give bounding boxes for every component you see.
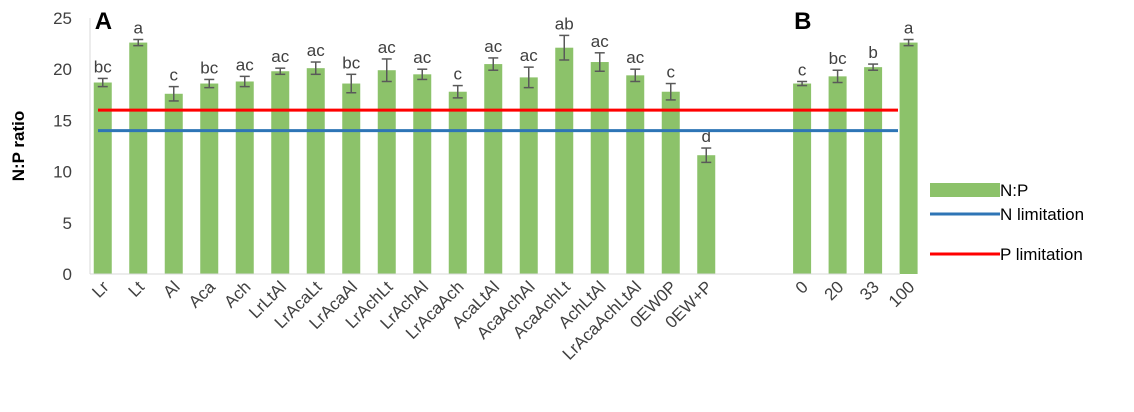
- significance-letter: bc: [342, 53, 360, 72]
- legend-swatch: [930, 183, 1000, 197]
- error-bar: [488, 57, 499, 71]
- legend-item: N:P: [930, 181, 1028, 200]
- error-bar: [275, 67, 286, 76]
- bar: [590, 62, 609, 275]
- bar: [200, 83, 219, 274]
- category-label: 0: [792, 277, 812, 297]
- significance-letter: a: [134, 19, 144, 38]
- bar: [271, 71, 290, 274]
- significance-letter: bc: [94, 57, 112, 76]
- significance-letter: ac: [307, 41, 325, 60]
- error-bar: [630, 68, 641, 83]
- bar: [793, 83, 812, 274]
- y-axis-label: N:P ratio: [9, 111, 28, 182]
- error-bar: [797, 80, 808, 87]
- significance-letter: ac: [378, 38, 396, 57]
- error-bar: [832, 69, 843, 84]
- y-tick-label: 15: [53, 111, 72, 130]
- error-bar: [452, 84, 463, 99]
- error-bar: [168, 85, 179, 102]
- bar: [864, 67, 883, 274]
- category-label: Lr: [88, 277, 112, 301]
- significance-letter: bc: [829, 49, 847, 68]
- significance-letter: ac: [413, 48, 431, 67]
- significance-letter: bc: [200, 58, 218, 77]
- bar: [377, 70, 396, 274]
- significance-letter: ac: [484, 37, 502, 56]
- bar: [129, 42, 148, 274]
- y-tick-label: 0: [63, 265, 72, 284]
- error-bar: [701, 147, 712, 164]
- error-bar: [868, 63, 879, 71]
- error-bar: [381, 58, 392, 83]
- significance-letter: c: [667, 63, 676, 82]
- error-bar: [204, 78, 215, 89]
- bar: [484, 64, 503, 274]
- bar: [828, 76, 847, 274]
- significance-letter: a: [904, 19, 914, 38]
- y-tick-label: 20: [53, 60, 72, 79]
- bar: [342, 83, 361, 274]
- significance-letter: ac: [591, 32, 609, 51]
- bar: [697, 155, 716, 274]
- bar: [661, 91, 680, 274]
- significance-letter: c: [170, 66, 179, 85]
- bar: [899, 42, 918, 274]
- legend-item: N limitation: [930, 205, 1084, 224]
- category-label: Al: [159, 277, 183, 301]
- legend: N:P N limitation P limitation: [930, 181, 1084, 264]
- bar: [306, 68, 325, 275]
- bar: [413, 74, 432, 274]
- significance-letter: ab: [555, 14, 574, 33]
- significance-letter: c: [454, 65, 463, 84]
- legend-label: P limitation: [1000, 245, 1083, 264]
- significance-letter: d: [702, 127, 711, 146]
- error-bar: [239, 75, 250, 88]
- legend-label: N limitation: [1000, 205, 1084, 224]
- y-tick-label: 10: [53, 163, 72, 182]
- error-bar: [310, 61, 321, 76]
- error-bar: [97, 77, 108, 88]
- category-label: 20: [821, 277, 848, 304]
- bar: [519, 77, 538, 274]
- error-bar: [903, 38, 914, 47]
- panel-label-b: B: [794, 8, 811, 35]
- category-label: 33: [856, 277, 883, 304]
- category-label: Lt: [125, 277, 149, 301]
- error-bar: [559, 34, 570, 61]
- bar: [555, 47, 574, 274]
- significance-letter: c: [798, 60, 807, 79]
- significance-letter: ac: [520, 46, 538, 65]
- error-bar: [346, 73, 357, 94]
- category-label: 100: [885, 277, 918, 310]
- significance-letter: ac: [626, 48, 644, 67]
- significance-letter: ac: [236, 55, 254, 74]
- category-label: Aca: [185, 277, 220, 312]
- y-tick-label: 25: [53, 9, 72, 28]
- error-bar: [133, 38, 144, 47]
- legend-item: P limitation: [930, 245, 1083, 264]
- y-tick-label: 5: [63, 214, 72, 233]
- significance-letter: ac: [271, 47, 289, 66]
- legend-label: N:P: [1000, 181, 1028, 200]
- bar: [626, 75, 645, 275]
- panel-label-a: A: [95, 8, 112, 35]
- error-bar: [523, 66, 534, 89]
- error-bar: [665, 82, 676, 101]
- bar: [164, 93, 183, 274]
- significance-letter: b: [868, 43, 877, 62]
- error-bar: [417, 68, 428, 81]
- error-bar: [594, 52, 605, 72]
- bar: [448, 91, 467, 274]
